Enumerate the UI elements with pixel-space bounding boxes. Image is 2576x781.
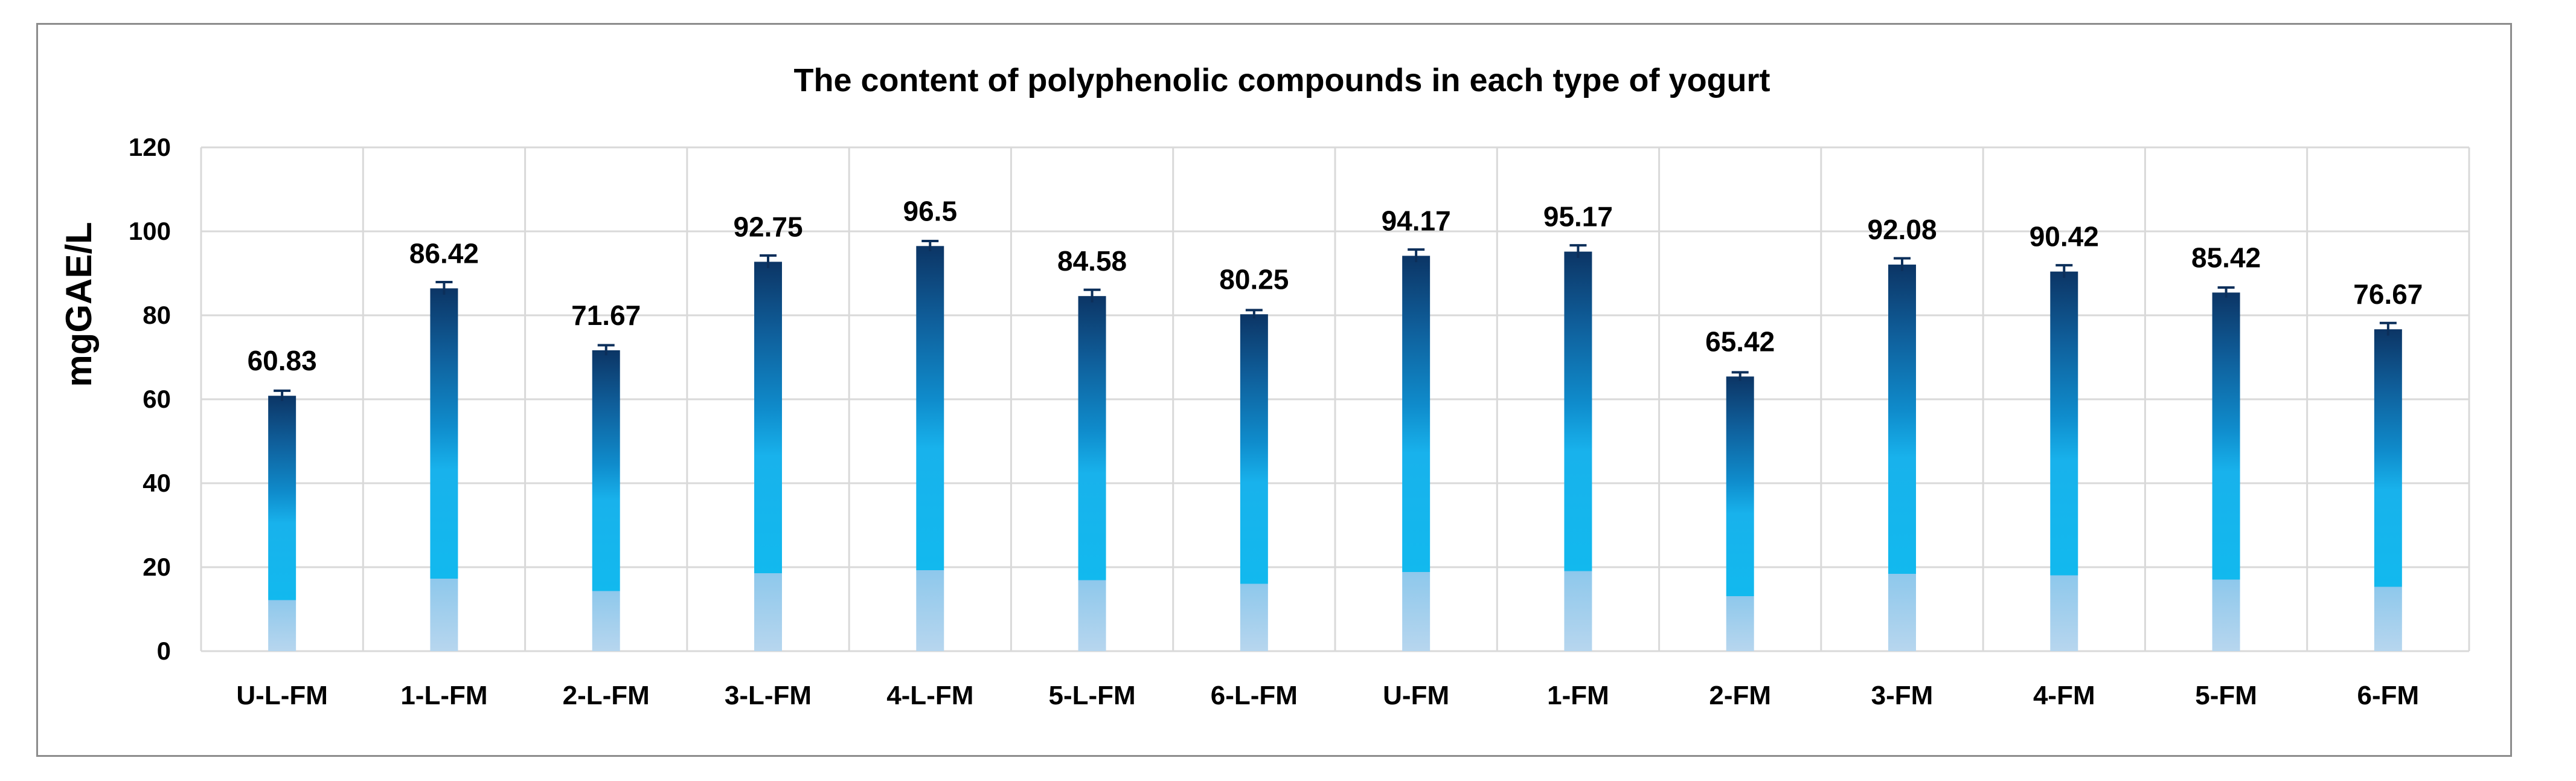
- y-axis-label: mgGAE/L: [59, 222, 99, 387]
- bar: [1888, 265, 1916, 651]
- y-tick-label: 40: [143, 469, 171, 497]
- data-labels: 60.83 86.42 71.67 92.75 96.5 84.58 80.25 94.17 9…: [248, 195, 2423, 376]
- x-tick-label: 4-L-FM: [886, 681, 973, 710]
- data-label: 71.67: [571, 300, 641, 331]
- bar: [2212, 292, 2240, 651]
- x-tick-label: 5-L-FM: [1048, 681, 1135, 710]
- y-tick-label: 20: [143, 553, 171, 581]
- x-tick-label: 3-L-FM: [725, 681, 812, 710]
- data-label: 90.42: [2030, 221, 2099, 252]
- y-axis-ticks: 0 20 40 60 80 100 120: [129, 133, 171, 665]
- bar: [1240, 314, 1268, 651]
- bar: [268, 396, 296, 651]
- x-tick-label: 1-FM: [1547, 681, 1609, 710]
- x-tick-label: 3-FM: [1871, 681, 1934, 710]
- bar: [592, 350, 620, 651]
- y-tick-label: 60: [143, 385, 171, 413]
- data-label: 80.25: [1219, 263, 1289, 295]
- chart-frame: The content of polyphenolic compounds in…: [36, 23, 2512, 757]
- x-tick-label: U-FM: [1383, 681, 1449, 710]
- y-tick-label: 80: [143, 301, 171, 329]
- data-label: 96.5: [903, 195, 958, 227]
- x-tick-label: 2-FM: [1709, 681, 1771, 710]
- x-tick-label: 6-FM: [2357, 681, 2420, 710]
- chart-svg: The content of polyphenolic compounds in…: [59, 62, 2470, 710]
- bar: [2050, 271, 2078, 651]
- gridlines: [200, 146, 2470, 652]
- x-tick-label: 6-L-FM: [1211, 681, 1298, 710]
- data-label: 76.67: [2353, 278, 2423, 310]
- bar: [1564, 251, 1592, 652]
- x-tick-label: 4-FM: [2033, 681, 2095, 710]
- y-tick-label: 120: [129, 133, 171, 161]
- data-label: 92.08: [1867, 214, 1937, 245]
- data-label: 84.58: [1057, 245, 1127, 277]
- x-tick-label: 1-L-FM: [400, 681, 487, 710]
- bar: [2374, 329, 2402, 651]
- chart-title: The content of polyphenolic compounds in…: [793, 62, 1770, 98]
- data-label: 86.42: [409, 237, 479, 269]
- data-label: 65.42: [1705, 326, 1775, 357]
- bar: [430, 288, 458, 652]
- x-tick-label: U-L-FM: [236, 681, 328, 710]
- x-tick-label: 2-L-FM: [563, 681, 650, 710]
- x-tick-label: 5-FM: [2195, 681, 2257, 710]
- x-axis-ticks: U-L-FM 1-L-FM 2-L-FM 3-L-FM 4-L-FM 5-L-FM 6-L-…: [236, 681, 2419, 710]
- bars: [268, 239, 2402, 652]
- data-label: 95.17: [1543, 201, 1613, 233]
- y-tick-label: 0: [157, 637, 171, 665]
- bar: [1078, 296, 1106, 651]
- bar: [916, 246, 944, 651]
- bar: [1402, 256, 1431, 651]
- data-label: 94.17: [1382, 205, 1451, 237]
- data-label: 60.83: [248, 345, 317, 376]
- bar: [754, 262, 782, 651]
- bar: [1726, 376, 1754, 651]
- data-label: 85.42: [2191, 242, 2261, 273]
- data-label: 92.75: [733, 211, 803, 242]
- y-tick-label: 100: [129, 217, 171, 245]
